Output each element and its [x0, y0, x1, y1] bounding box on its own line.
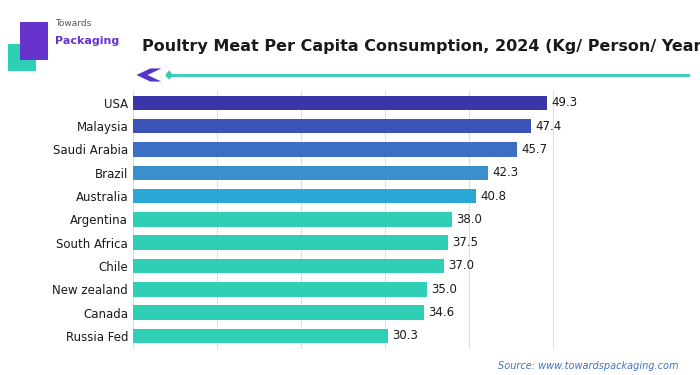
Text: 40.8: 40.8	[480, 190, 506, 202]
Text: 49.3: 49.3	[552, 96, 578, 109]
Bar	[133, 305, 424, 320]
Bar	[133, 212, 452, 226]
Bar	[133, 236, 448, 250]
Bar	[133, 189, 476, 203]
Bar	[20, 22, 48, 60]
Text: 30.3: 30.3	[392, 329, 418, 342]
Polygon shape	[136, 68, 162, 82]
Text: 45.7: 45.7	[521, 143, 547, 156]
Text: Towards: Towards	[55, 19, 91, 28]
Text: Source: www.towardspackaging.com: Source: www.towardspackaging.com	[498, 361, 679, 371]
Bar	[133, 329, 388, 343]
Text: Packaging: Packaging	[55, 36, 119, 46]
Text: 38.0: 38.0	[456, 213, 482, 226]
Bar	[8, 44, 36, 71]
Bar	[133, 165, 489, 180]
Title: Poultry Meat Per Capita Consumption, 2024 (Kg/ Person/ Year): Poultry Meat Per Capita Consumption, 202…	[142, 39, 700, 54]
Text: 42.3: 42.3	[493, 166, 519, 179]
Bar	[133, 142, 517, 157]
Bar	[133, 96, 547, 110]
Text: 35.0: 35.0	[431, 283, 457, 296]
Bar	[133, 119, 531, 134]
Text: 37.5: 37.5	[452, 236, 478, 249]
Bar	[133, 259, 444, 273]
Text: 37.0: 37.0	[448, 260, 474, 273]
Polygon shape	[165, 70, 173, 80]
Text: 34.6: 34.6	[428, 306, 454, 319]
Text: 47.4: 47.4	[536, 120, 561, 133]
Bar	[133, 282, 427, 297]
